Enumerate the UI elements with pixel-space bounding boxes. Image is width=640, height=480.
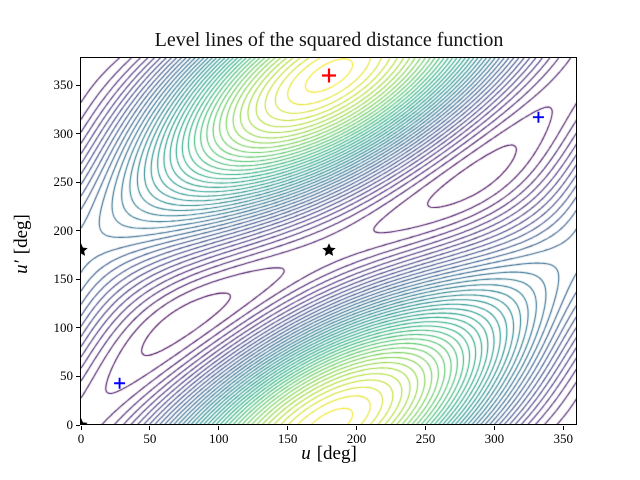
minimum-points-marker xyxy=(532,111,544,123)
y-tick-mark xyxy=(76,375,80,377)
x-tick-label: 200 xyxy=(346,431,367,446)
plot-area xyxy=(80,57,577,425)
critical-points-marker xyxy=(81,418,88,424)
y-tick-mark xyxy=(76,181,80,183)
y-tick-label: 300 xyxy=(53,125,74,141)
y-tick-mark xyxy=(76,84,80,86)
x-tick-label: 150 xyxy=(277,431,298,446)
x-tick-mark xyxy=(424,426,426,430)
x-tick-mark xyxy=(287,426,289,430)
maximum-point-marker xyxy=(322,68,336,83)
x-tick-label: 250 xyxy=(415,431,436,446)
marker-layer xyxy=(81,68,544,424)
x-tick-label: 100 xyxy=(209,431,229,446)
x-tick-mark xyxy=(80,426,82,430)
y-tick-label: 100 xyxy=(53,319,74,335)
y-tick-mark xyxy=(76,278,80,280)
y-axis-label: u′ [deg] xyxy=(11,164,33,324)
critical-points-marker xyxy=(322,243,336,256)
x-axis-label: u [deg] xyxy=(81,443,577,465)
x-tick-mark xyxy=(218,426,220,430)
x-tick-mark xyxy=(493,426,495,430)
minimum-points-marker xyxy=(114,377,126,389)
x-tick-mark xyxy=(149,426,151,430)
y-tick-label: 0 xyxy=(66,417,74,432)
x-tick-label: 300 xyxy=(484,431,505,446)
x-tick-label: 50 xyxy=(143,431,157,446)
y-tick-mark xyxy=(76,133,80,135)
x-axis-label-unit: [deg] xyxy=(316,443,357,464)
y-tick-label: 150 xyxy=(53,271,74,287)
chart-title: Level lines of the squared distance func… xyxy=(154,29,504,51)
y-axis-label-unit: [deg] xyxy=(11,214,32,255)
x-axis-label-var: u xyxy=(301,443,311,464)
y-tick-label: 50 xyxy=(60,368,73,384)
x-tick-label: 350 xyxy=(553,431,573,446)
x-tick-mark xyxy=(562,426,564,430)
y-tick-mark xyxy=(76,230,80,232)
y-tick-label: 200 xyxy=(53,222,74,238)
y-tick-label: 350 xyxy=(53,77,74,93)
x-tick-label: 0 xyxy=(77,431,85,446)
x-tick-mark xyxy=(356,426,358,430)
y-axis-label-var: u′ xyxy=(11,260,32,274)
critical-points-marker xyxy=(81,243,88,256)
y-tick-label: 250 xyxy=(53,174,74,190)
y-tick-mark xyxy=(76,327,80,329)
contour-lines-canvas xyxy=(81,58,576,424)
y-tick-mark xyxy=(76,424,80,426)
